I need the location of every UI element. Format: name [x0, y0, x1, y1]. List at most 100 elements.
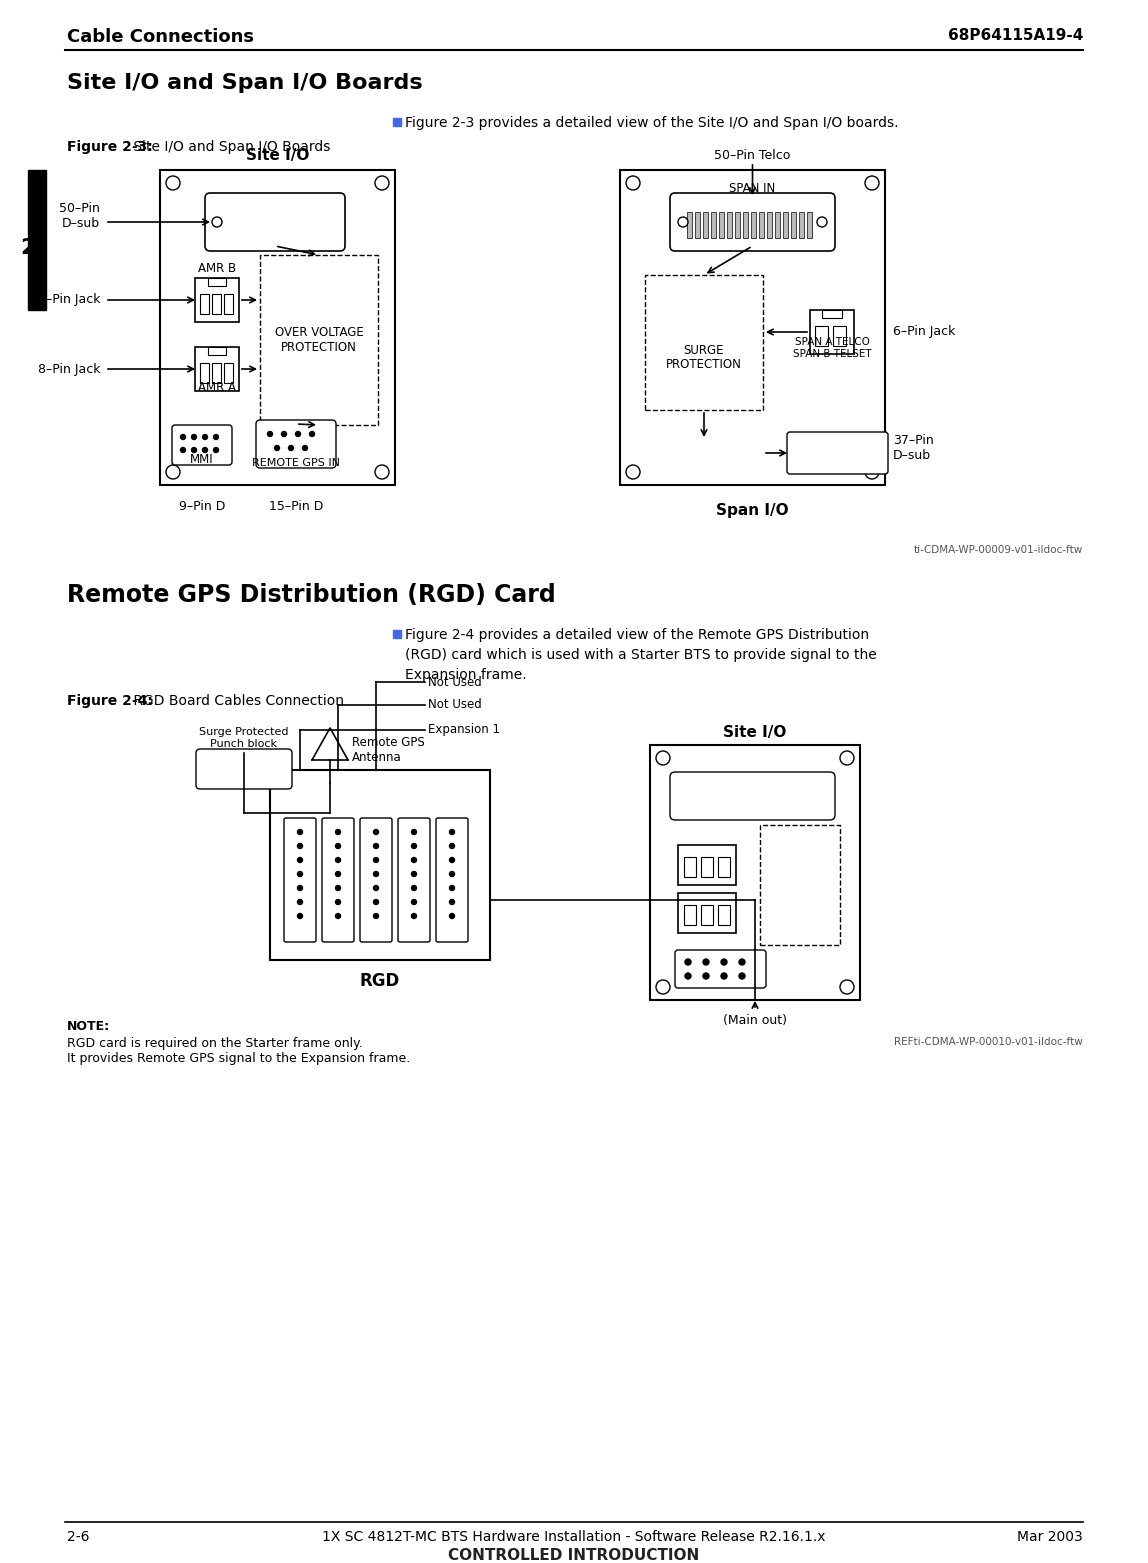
- Bar: [200, 363, 209, 383]
- Circle shape: [297, 844, 303, 849]
- FancyBboxPatch shape: [284, 817, 316, 942]
- Circle shape: [817, 217, 827, 227]
- Bar: [208, 347, 226, 355]
- Text: MMI: MMI: [191, 453, 214, 466]
- Circle shape: [297, 899, 303, 905]
- Circle shape: [335, 830, 341, 835]
- Text: SURGE
PROTECTION: SURGE PROTECTION: [666, 344, 742, 372]
- FancyBboxPatch shape: [321, 817, 354, 942]
- Text: 2-6: 2-6: [67, 1530, 90, 1544]
- Text: Surge Protected
Punch block: Surge Protected Punch block: [200, 727, 289, 749]
- Circle shape: [192, 447, 196, 453]
- Circle shape: [295, 431, 301, 436]
- Text: Figure 2-4 provides a detailed view of the Remote GPS Distribution: Figure 2-4 provides a detailed view of t…: [405, 628, 869, 642]
- Text: Cable Connections: Cable Connections: [67, 28, 254, 45]
- Circle shape: [626, 177, 639, 191]
- FancyBboxPatch shape: [360, 817, 391, 942]
- Circle shape: [297, 830, 303, 835]
- Bar: [259, 255, 378, 425]
- Circle shape: [297, 913, 303, 919]
- Text: Expansion 1: Expansion 1: [428, 724, 501, 736]
- Circle shape: [411, 886, 417, 891]
- Circle shape: [297, 886, 303, 891]
- Circle shape: [180, 435, 186, 439]
- Bar: [799, 213, 804, 238]
- Circle shape: [411, 913, 417, 919]
- Circle shape: [626, 466, 639, 478]
- FancyBboxPatch shape: [205, 192, 346, 252]
- Circle shape: [297, 872, 303, 877]
- FancyBboxPatch shape: [670, 192, 835, 252]
- Bar: [775, 213, 779, 238]
- Text: Not Used: Not Used: [428, 675, 482, 688]
- Circle shape: [373, 844, 379, 849]
- Text: 50–Pin
D–sub: 50–Pin D–sub: [60, 202, 100, 230]
- Bar: [703, 213, 708, 238]
- Circle shape: [375, 177, 389, 191]
- Circle shape: [281, 431, 287, 436]
- Text: Figure 2-3 provides a detailed view of the Site I/O and Span I/O boards.: Figure 2-3 provides a detailed view of t…: [405, 116, 899, 130]
- Bar: [393, 630, 401, 638]
- Bar: [719, 213, 724, 238]
- Bar: [822, 309, 841, 317]
- Text: 50–Pin Telco: 50–Pin Telco: [714, 148, 791, 163]
- Circle shape: [212, 217, 222, 227]
- Circle shape: [310, 431, 315, 436]
- FancyBboxPatch shape: [172, 425, 232, 466]
- Circle shape: [375, 466, 389, 478]
- Circle shape: [373, 886, 379, 891]
- Circle shape: [411, 830, 417, 835]
- Bar: [695, 213, 700, 238]
- Circle shape: [685, 960, 691, 964]
- Text: AMR A: AMR A: [197, 381, 236, 394]
- Text: Span I/O: Span I/O: [716, 503, 789, 517]
- Bar: [678, 846, 736, 885]
- Text: Figure 2-3:: Figure 2-3:: [67, 141, 153, 155]
- Bar: [810, 309, 854, 353]
- Circle shape: [864, 177, 879, 191]
- Bar: [684, 857, 696, 877]
- Bar: [620, 170, 885, 485]
- Bar: [645, 275, 763, 410]
- Text: Remote GPS Distribution (RGD) Card: Remote GPS Distribution (RGD) Card: [67, 583, 556, 606]
- Circle shape: [335, 858, 341, 863]
- Circle shape: [373, 872, 379, 877]
- Circle shape: [721, 960, 727, 964]
- Bar: [270, 771, 490, 960]
- Text: 1X SC 4812T-MC BTS Hardware Installation - Software Release R2.16.1.x: 1X SC 4812T-MC BTS Hardware Installation…: [323, 1530, 825, 1544]
- Circle shape: [267, 431, 272, 436]
- Circle shape: [373, 830, 379, 835]
- Bar: [751, 213, 757, 238]
- Circle shape: [373, 899, 379, 905]
- Circle shape: [411, 872, 417, 877]
- Bar: [28, 170, 46, 309]
- Bar: [684, 905, 696, 925]
- Text: 6–Pin Jack: 6–Pin Jack: [893, 325, 955, 339]
- Text: Expansion frame.: Expansion frame.: [405, 667, 527, 681]
- Text: REMOTE GPS IN: REMOTE GPS IN: [253, 458, 340, 467]
- Circle shape: [180, 447, 186, 453]
- Circle shape: [373, 858, 379, 863]
- Circle shape: [450, 844, 455, 849]
- FancyBboxPatch shape: [436, 817, 468, 942]
- Circle shape: [335, 886, 341, 891]
- Bar: [791, 213, 796, 238]
- Text: SPAN A TELCO
SPAN B TELSET: SPAN A TELCO SPAN B TELSET: [792, 338, 871, 359]
- Text: RGD Board Cables Connection: RGD Board Cables Connection: [129, 694, 344, 708]
- Text: (Main out): (Main out): [723, 1014, 788, 1027]
- Circle shape: [450, 899, 455, 905]
- Bar: [701, 905, 713, 925]
- Circle shape: [656, 750, 670, 764]
- Circle shape: [288, 445, 294, 450]
- Text: RGD: RGD: [359, 972, 401, 989]
- Circle shape: [214, 435, 218, 439]
- Text: 15–Pin D: 15–Pin D: [269, 500, 324, 513]
- FancyBboxPatch shape: [788, 431, 889, 474]
- Text: OVER VOLTAGE
PROTECTION: OVER VOLTAGE PROTECTION: [274, 327, 364, 353]
- Text: RGD card is required on the Starter frame only.: RGD card is required on the Starter fram…: [67, 1036, 363, 1050]
- Bar: [212, 363, 222, 383]
- Bar: [727, 213, 732, 238]
- Text: 2: 2: [20, 238, 36, 258]
- Bar: [701, 857, 713, 877]
- Circle shape: [166, 177, 180, 191]
